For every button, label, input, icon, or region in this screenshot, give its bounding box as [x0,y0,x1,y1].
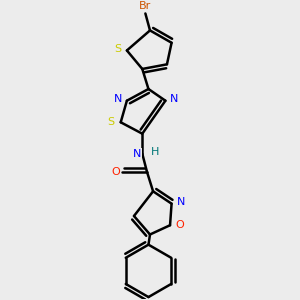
Text: N: N [114,94,122,104]
Text: N: N [177,197,185,207]
Text: O: O [175,220,184,230]
Text: N: N [170,94,178,104]
Text: O: O [111,167,120,177]
Text: H: H [150,147,159,157]
Text: N: N [133,149,141,159]
Text: S: S [107,117,114,127]
Text: S: S [114,44,121,54]
Text: Br: Br [139,1,152,11]
